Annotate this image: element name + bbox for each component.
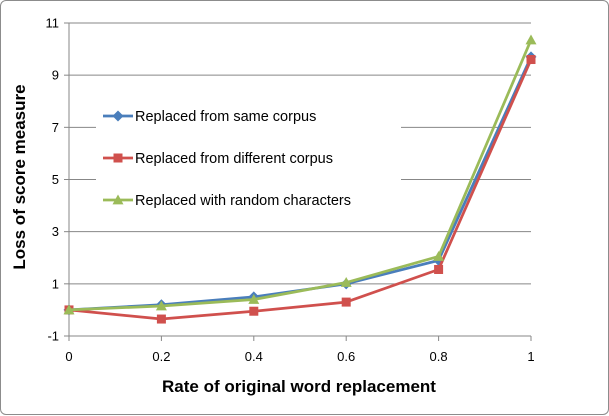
x-tick-label: 1: [527, 349, 534, 364]
x-tick-label: 0.2: [152, 349, 170, 364]
x-axis-title: Rate of original word replacement: [162, 377, 436, 396]
data-point: [155, 300, 167, 311]
series-line: [68, 39, 533, 312]
x-tick-label: 0: [65, 349, 72, 364]
y-axis-title: Loss of score measure: [10, 84, 29, 269]
y-tick-label: 5: [52, 172, 59, 187]
legend-marker: [112, 110, 124, 122]
axes: [64, 22, 532, 341]
series-line: [68, 58, 533, 321]
legend-item: Replaced with random characters: [103, 193, 351, 209]
x-tick-labels: 0 0.2 0.4 0.6 0.8 1: [65, 349, 534, 364]
legend-background: [96, 93, 401, 221]
legend-label: Replaced with random characters: [135, 193, 351, 209]
y-tick-label: 3: [52, 224, 59, 239]
data-point: [248, 293, 260, 304]
legend-label: Replaced from same corpus: [135, 109, 316, 125]
y-tick-label: 9: [52, 68, 59, 83]
series-3: [63, 34, 537, 315]
data-point: [156, 314, 166, 324]
legend-label: Replaced from different corpus: [135, 151, 333, 167]
data-point: [249, 306, 259, 316]
legend-item: Replaced from different corpus: [103, 151, 333, 167]
data-point: [525, 34, 537, 45]
x-tick-label: 0.6: [337, 349, 355, 364]
y-tick-label: -1: [47, 329, 59, 344]
data-point: [433, 250, 445, 261]
data-point: [340, 277, 352, 287]
y-tick-labels: -1 1 3 5 7 9 11: [46, 16, 60, 344]
data-point: [63, 304, 75, 315]
legend: Replaced from same corpus Replaced from d…: [103, 109, 351, 209]
legend-marker: [112, 194, 124, 205]
legend-item: Replaced from same corpus: [103, 109, 316, 125]
x-tick-label: 0.4: [245, 349, 263, 364]
y-tick-label: 11: [46, 16, 60, 31]
data-point: [526, 55, 536, 65]
legend-marker: [113, 153, 123, 163]
y-tick-label: 1: [52, 276, 59, 291]
series-group: [63, 34, 537, 324]
x-tick-label: 0.8: [430, 349, 448, 364]
data-point: [341, 297, 351, 307]
data-point: [434, 264, 444, 274]
y-tick-label: 7: [52, 120, 59, 135]
